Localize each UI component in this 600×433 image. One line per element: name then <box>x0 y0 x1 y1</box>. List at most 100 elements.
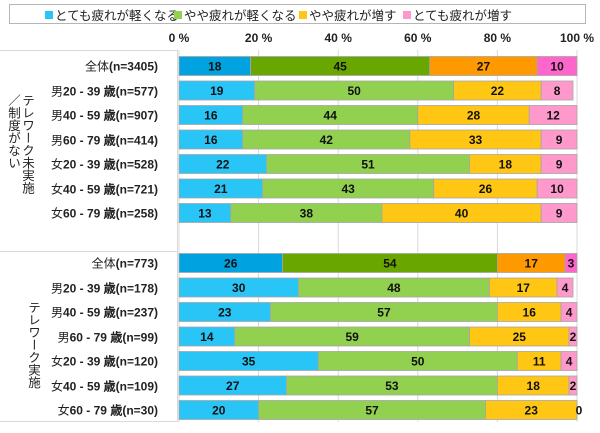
group-label-line: ／制度がない <box>6 94 20 169</box>
data-label: 25 <box>513 330 527 344</box>
data-label: 27 <box>477 60 491 74</box>
bar-row: 13 38 40 9 <box>178 203 578 223</box>
category-label: 男40 - 59 歳(n=907) <box>51 107 158 124</box>
category-label: 全体(n=3405) <box>85 58 158 75</box>
x-tick-label: 0 % <box>168 31 190 45</box>
category-label-detail: (n=3405) <box>108 59 158 74</box>
group-label-no-telework: テレワーク未実施 ／制度がない <box>6 94 34 194</box>
category-label: 男20 - 39 歳(n=577) <box>51 82 158 99</box>
category-label-detail: 60 - 79 歳(n=414) <box>62 133 158 147</box>
bar-row: 16 42 33 9 <box>178 129 578 150</box>
category-label-prefix: 女 <box>57 403 70 418</box>
data-label: 50 <box>411 355 425 369</box>
bar-segment <box>556 277 574 298</box>
category-label-detail: 20 - 39 歳(n=577) <box>62 84 158 98</box>
bar-row: 27 53 18 2 <box>178 375 578 396</box>
data-label: 16 <box>204 109 218 123</box>
category-label: 女40 - 59 歳(n=721) <box>51 180 158 197</box>
category-label-prefix: 男 <box>50 281 63 295</box>
category-label-prefix: 男 <box>50 84 63 98</box>
category-label-prefix: 男 <box>50 305 63 320</box>
legend-item-very-less-tired: とても疲れが軽くなる <box>45 6 179 23</box>
data-label: 2 <box>570 330 577 344</box>
bar-segment <box>560 302 578 322</box>
category-label-detail: 40 - 59 歳(n=907) <box>62 108 158 123</box>
data-label: 45 <box>334 60 348 74</box>
data-label: 17 <box>525 257 539 271</box>
data-label: 18 <box>527 379 541 393</box>
category-label-prefix: 女 <box>50 157 63 172</box>
data-label: 10 <box>550 182 564 196</box>
data-label: 9 <box>556 133 563 147</box>
data-label: 35 <box>242 355 256 369</box>
category-label: 女60 - 79 歳(n=258) <box>51 205 158 222</box>
data-label: 0 <box>576 404 583 418</box>
category-label: 男60 - 79 歳(n=414) <box>51 131 158 148</box>
category-label-detail: 40 - 59 歳(n=721) <box>62 182 158 196</box>
data-label: 8 <box>554 84 561 98</box>
data-label: 4 <box>562 281 569 295</box>
data-label: 4 <box>566 306 573 320</box>
category-label-detail: 60 - 79 歳(n=99) <box>69 330 158 344</box>
data-label: 16 <box>523 306 537 320</box>
bar-row: 16 44 28 12 <box>178 105 578 125</box>
data-label: 18 <box>208 60 222 74</box>
legend-label: やや疲れが軽くなる <box>184 9 297 23</box>
group-label-line: テレワーク実施 <box>26 301 40 389</box>
category-label-prefix: 男 <box>50 133 63 147</box>
bar-row: 14 59 25 2 <box>178 326 578 347</box>
data-label: 3 <box>568 257 575 271</box>
bar-row: 30 48 17 4 <box>178 277 574 298</box>
bar-row: 22 51 18 9 <box>178 154 578 174</box>
category-label-detail: 20 - 39 歳(n=528) <box>62 157 158 172</box>
bar-segment <box>568 326 578 347</box>
category-label: 男40 - 59 歳(n=237) <box>51 304 158 321</box>
x-tick-label: 20 % <box>244 31 273 45</box>
data-label: 26 <box>224 257 238 271</box>
data-label: 27 <box>226 379 240 393</box>
bar-segment <box>540 80 574 101</box>
data-label: 28 <box>467 109 481 123</box>
legend-label: とても疲れが軽くなる <box>55 9 180 23</box>
bar-segment <box>485 400 578 420</box>
data-label: 17 <box>517 281 531 295</box>
data-label: 20 <box>212 404 226 418</box>
data-label: 12 <box>546 109 560 123</box>
bar-segment <box>536 178 578 199</box>
data-label: 59 <box>345 330 359 344</box>
data-label: 30 <box>232 281 246 295</box>
category-label: 女20 - 39 歳(n=528) <box>51 156 158 173</box>
category-label: 女40 - 59 歳(n=109) <box>51 377 158 394</box>
bar-row: 35 50 11 4 <box>178 351 578 371</box>
x-tick-label: 100 % <box>559 31 595 45</box>
data-label: 14 <box>200 330 214 344</box>
data-label: 21 <box>214 182 228 196</box>
category-label: 男20 - 39 歳(n=178) <box>51 279 158 296</box>
data-label: 11 <box>533 355 546 369</box>
data-label: 54 <box>383 257 397 271</box>
legend-item-somewhat-less-tired: やや疲れが軽くなる <box>174 6 297 23</box>
x-tick-label: 40 % <box>324 31 352 45</box>
bar-segment <box>540 203 578 223</box>
group-label-line: テレワーク未実施 <box>20 94 34 194</box>
x-tick-label: 60 % <box>404 31 432 45</box>
data-label: 23 <box>218 306 232 320</box>
bar-row: 18 45 27 10 <box>178 56 578 76</box>
data-label: 57 <box>365 404 379 418</box>
category-label-prefix: 全体 <box>84 59 109 74</box>
category-label: 女20 - 39 歳(n=120) <box>51 353 158 370</box>
bar-segment <box>540 129 578 150</box>
data-label: 9 <box>556 158 563 172</box>
category-label-prefix: 男 <box>50 108 63 123</box>
group-label-telework: テレワーク実施 <box>26 301 40 389</box>
bar-segment <box>568 375 578 396</box>
bar-segment <box>560 351 578 371</box>
category-label-prefix: 男 <box>57 330 70 344</box>
category-label-detail: 60 - 79 歳(n=30) <box>69 403 158 418</box>
data-label: 10 <box>550 60 564 74</box>
group-separator <box>0 251 178 252</box>
x-tick-label: 80 % <box>483 31 512 45</box>
category-label-prefix: 女 <box>50 354 63 369</box>
legend-swatch-somewhat-more-tired <box>299 10 307 19</box>
